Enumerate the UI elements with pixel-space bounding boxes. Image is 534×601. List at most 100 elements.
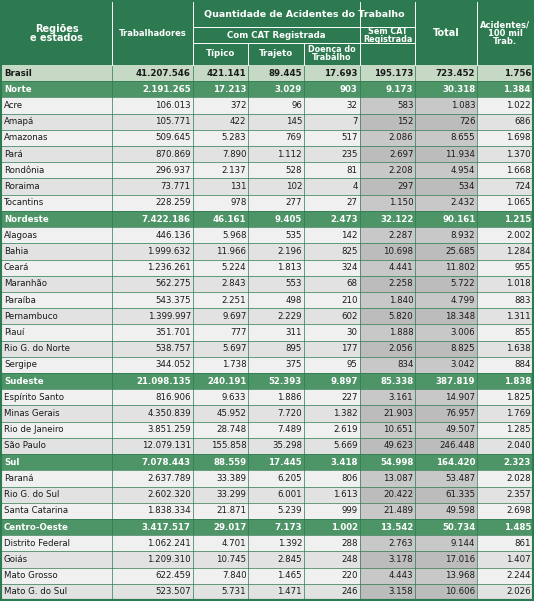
Text: 12.079.131: 12.079.131 (142, 442, 191, 451)
Bar (1, 308, 533, 325)
Text: 227: 227 (341, 393, 358, 402)
Bar (1, 406, 533, 422)
Text: 2.637.789: 2.637.789 (147, 474, 191, 483)
Text: 1.485: 1.485 (504, 522, 531, 531)
Text: 1.399.997: 1.399.997 (147, 312, 191, 321)
Text: 1.392: 1.392 (278, 538, 302, 548)
Text: Brasil: Brasil (4, 69, 32, 78)
Text: 686: 686 (514, 117, 531, 126)
Text: Pará: Pará (4, 150, 23, 159)
Bar (415, 325, 477, 341)
Bar (360, 97, 415, 114)
Text: 9.144: 9.144 (451, 538, 475, 548)
Text: 2.137: 2.137 (222, 166, 247, 175)
Text: 25.685: 25.685 (445, 247, 475, 256)
Bar (415, 292, 477, 308)
Bar (360, 292, 415, 308)
Bar (415, 584, 477, 600)
Text: 1.018: 1.018 (506, 279, 531, 288)
Bar (415, 471, 477, 487)
Bar (1, 227, 533, 243)
Bar (415, 535, 477, 551)
Text: 54.998: 54.998 (380, 458, 413, 467)
Text: 246: 246 (341, 587, 358, 596)
Bar (415, 567, 477, 584)
Bar (360, 584, 415, 600)
Text: 1.668: 1.668 (506, 166, 531, 175)
Bar (360, 146, 415, 162)
Bar (1, 211, 533, 227)
Text: 17.016: 17.016 (445, 555, 475, 564)
Bar (1, 519, 533, 535)
Text: 870.869: 870.869 (155, 150, 191, 159)
Text: 17.213: 17.213 (213, 85, 247, 94)
Text: 11.934: 11.934 (445, 150, 475, 159)
Text: 1.062.241: 1.062.241 (147, 538, 191, 548)
Text: 41.207.546: 41.207.546 (136, 69, 191, 78)
Text: 4.954: 4.954 (451, 166, 475, 175)
Text: 61.335: 61.335 (445, 490, 475, 499)
Text: 4.799: 4.799 (451, 296, 475, 305)
Text: 5.224: 5.224 (222, 263, 247, 272)
Bar (360, 308, 415, 325)
Text: 1.769: 1.769 (507, 409, 531, 418)
Text: 1.738: 1.738 (222, 361, 247, 370)
Text: Acidentes/: Acidentes/ (480, 20, 530, 29)
Bar (415, 114, 477, 130)
Text: 955: 955 (515, 263, 531, 272)
Text: Alagoas: Alagoas (4, 231, 38, 240)
Text: 100 mil: 100 mil (488, 28, 523, 37)
Text: 509.645: 509.645 (155, 133, 191, 142)
Text: 246.448: 246.448 (439, 442, 475, 451)
Text: 1.002: 1.002 (331, 522, 358, 531)
Text: 5.731: 5.731 (222, 587, 247, 596)
Text: 21.098.135: 21.098.135 (136, 377, 191, 386)
Text: 517: 517 (341, 133, 358, 142)
Text: 884: 884 (514, 361, 531, 370)
Bar (360, 162, 415, 178)
Bar (415, 97, 477, 114)
Text: 210: 210 (341, 296, 358, 305)
Text: Trabalho: Trabalho (312, 53, 352, 63)
Text: 446.136: 446.136 (155, 231, 191, 240)
Text: 724: 724 (514, 182, 531, 191)
Bar (360, 567, 415, 584)
Text: 1.613: 1.613 (333, 490, 358, 499)
Bar (415, 276, 477, 292)
Text: Goiás: Goiás (4, 555, 28, 564)
Bar (415, 227, 477, 243)
Bar (415, 195, 477, 211)
Text: 387.819: 387.819 (436, 377, 475, 386)
Text: 9.173: 9.173 (386, 85, 413, 94)
Text: 45.952: 45.952 (216, 409, 247, 418)
Text: 806: 806 (341, 474, 358, 483)
Text: 535: 535 (286, 231, 302, 240)
Text: 553: 553 (286, 279, 302, 288)
Text: 534: 534 (459, 182, 475, 191)
Bar (360, 502, 415, 519)
Text: 2.323: 2.323 (504, 458, 531, 467)
Bar (415, 341, 477, 357)
Bar (360, 195, 415, 211)
Bar (360, 227, 415, 243)
Text: Espírito Santo: Espírito Santo (4, 393, 64, 402)
Text: Maranhão: Maranhão (4, 279, 47, 288)
Text: 17.693: 17.693 (324, 69, 358, 78)
Text: 5.239: 5.239 (278, 506, 302, 515)
Text: 1.150: 1.150 (389, 198, 413, 207)
Text: 106.013: 106.013 (155, 101, 191, 110)
Text: 145: 145 (286, 117, 302, 126)
Text: 7.890: 7.890 (222, 150, 247, 159)
Text: São Paulo: São Paulo (4, 442, 46, 451)
Text: Sudeste: Sudeste (4, 377, 44, 386)
Text: 32.122: 32.122 (380, 215, 413, 224)
Text: 152: 152 (397, 117, 413, 126)
Text: 2.229: 2.229 (278, 312, 302, 321)
Bar (415, 146, 477, 162)
Text: 90.161: 90.161 (442, 215, 475, 224)
Text: 602: 602 (341, 312, 358, 321)
Text: 999: 999 (342, 506, 358, 515)
Text: 861: 861 (514, 538, 531, 548)
Text: Piauí: Piauí (4, 328, 25, 337)
Text: 27: 27 (347, 198, 358, 207)
